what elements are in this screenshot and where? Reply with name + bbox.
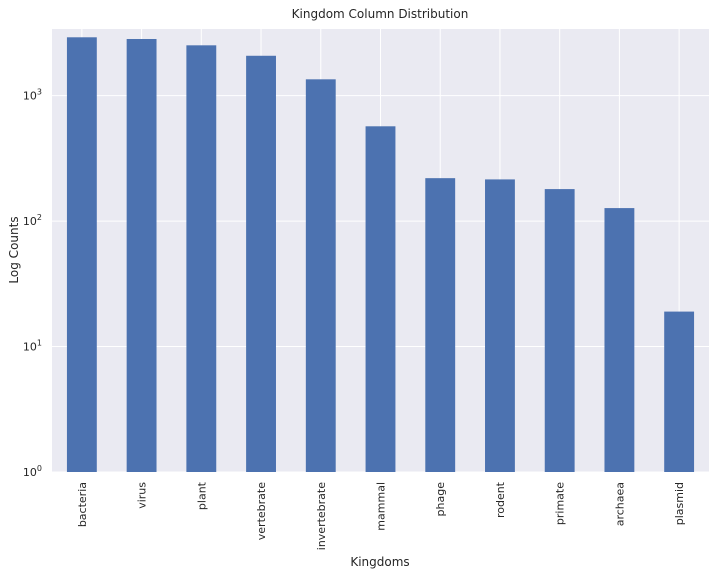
- x-tick-label-virus: virus: [136, 482, 149, 509]
- x-tick-label-invertebrate: invertebrate: [315, 482, 328, 550]
- x-tick-label-plasmid: plasmid: [673, 482, 686, 525]
- x-tick-label-plant: plant: [195, 481, 208, 510]
- y-tick-label: 100: [23, 464, 42, 479]
- x-tick-label-rodent: rodent: [494, 481, 507, 518]
- bars: [66, 37, 695, 473]
- x-tick-label-vertebrate: vertebrate: [255, 482, 268, 540]
- bar-phage: [425, 178, 456, 473]
- x-tick-label-phage: phage: [434, 482, 447, 517]
- x-tick-labels: bacteria virus plant vertebrate invertebrate…: [76, 481, 686, 550]
- bar-archaea: [604, 208, 635, 472]
- bar-plasmid: [664, 311, 695, 472]
- x-tick-label-primate: primate: [554, 482, 567, 525]
- y-tick-label: 103: [23, 88, 42, 103]
- x-tick-label-archaea: archaea: [613, 482, 626, 526]
- bar-rodent: [485, 179, 515, 472]
- bar-primate: [544, 189, 575, 472]
- bar-bacteria: [66, 37, 97, 473]
- y-axis-label: Log Counts: [7, 216, 21, 283]
- x-axis-label: Kingdoms: [350, 555, 409, 569]
- y-tick-label: 101: [23, 339, 42, 354]
- x-tick-label-bacteria: bacteria: [76, 482, 89, 527]
- bar-vertebrate: [246, 55, 276, 472]
- chart-title: Kingdom Column Distribution: [292, 7, 469, 21]
- y-tick-label: 102: [23, 213, 42, 228]
- bar-plant: [186, 45, 217, 473]
- x-tick-label-mammal: mammal: [375, 482, 388, 531]
- bar-mammal: [365, 126, 396, 472]
- bar-virus: [126, 38, 157, 472]
- bar-invertebrate: [305, 79, 336, 473]
- y-tick-labels: 100 101 102 103: [23, 88, 42, 479]
